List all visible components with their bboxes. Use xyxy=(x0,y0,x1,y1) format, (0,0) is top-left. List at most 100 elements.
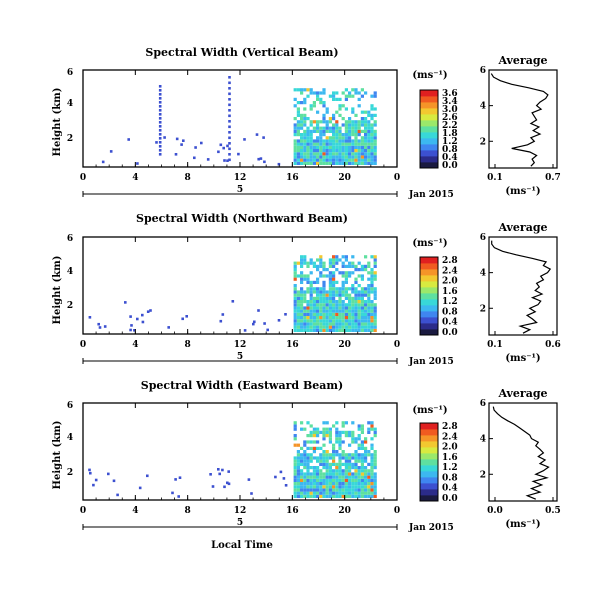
heatmap-cell xyxy=(370,123,374,127)
heatmap-cell xyxy=(360,316,364,320)
heatmap-cell xyxy=(367,264,371,268)
heatmap-cell xyxy=(338,136,342,140)
heatmap-cell xyxy=(322,472,326,476)
x-tick-label: 12 xyxy=(234,506,247,516)
heatmap-cell xyxy=(354,290,358,294)
heatmap-cell xyxy=(319,306,323,310)
colorbar-unit: (ms⁻¹) xyxy=(412,405,447,416)
heatmap-cell xyxy=(282,477,286,480)
heatmap-cell xyxy=(364,437,368,441)
heatmap-cell xyxy=(335,97,339,101)
heatmap-cell xyxy=(293,123,297,127)
x-tick-label: 0 xyxy=(80,340,86,350)
heatmap-cell xyxy=(296,328,300,332)
heatmap-cell xyxy=(348,120,352,124)
colorbar-swatch xyxy=(420,477,438,484)
heatmap-cell xyxy=(332,113,336,117)
heatmap-cell xyxy=(360,440,364,444)
heatmap-cell xyxy=(354,453,358,457)
heatmap-cell xyxy=(219,143,223,147)
heatmap-cell xyxy=(351,155,355,159)
panel-northward: Spectral Width (Northward Beam) 0 4 8 12 16 2… xyxy=(52,212,561,367)
heatmap-cell xyxy=(332,312,336,316)
heatmap-cell xyxy=(364,300,368,304)
heatmap-cell xyxy=(303,453,307,457)
heatmap-cell xyxy=(338,290,342,294)
colorbar-tick-label: 3.0 xyxy=(442,105,458,115)
heatmap-cell xyxy=(338,145,342,149)
heatmap-cell xyxy=(300,322,304,326)
heatmap-cell xyxy=(325,300,329,304)
heatmap-cell xyxy=(335,469,339,473)
heatmap-cell xyxy=(332,258,336,262)
heatmap-cell xyxy=(293,139,297,143)
heatmap-cell xyxy=(309,91,313,95)
heatmap-cell xyxy=(309,319,313,323)
colorbar-swatch xyxy=(420,126,438,133)
heatmap-cell xyxy=(341,271,345,275)
heatmap-cell xyxy=(332,149,336,153)
heatmap-cell xyxy=(354,478,358,482)
average-y-tick-label: 2 xyxy=(480,304,486,314)
heatmap-cell xyxy=(332,482,336,486)
x-tick-label: 0 xyxy=(394,173,400,183)
heatmap-cell xyxy=(360,466,364,470)
heatmap-cell xyxy=(357,123,361,127)
heatmap-cell xyxy=(306,94,310,98)
heatmap-cell xyxy=(193,156,196,160)
heatmap-cell xyxy=(351,456,355,460)
heatmap-cell xyxy=(338,437,342,441)
heatmap-cell xyxy=(322,309,326,313)
heatmap-cell xyxy=(328,306,332,310)
heatmap-cell xyxy=(354,462,358,466)
heatmap-cell xyxy=(367,319,371,323)
heatmap-cell xyxy=(316,287,320,291)
heatmap-cell xyxy=(351,303,355,307)
heatmap-cell xyxy=(300,446,304,450)
heatmap-cell xyxy=(325,296,329,300)
heatmap-cell xyxy=(338,485,342,489)
heatmap-cell xyxy=(293,459,297,463)
heatmap-cell xyxy=(354,322,358,326)
heatmap-cell xyxy=(312,434,316,438)
heatmap-cell xyxy=(351,149,355,153)
colorbar-swatch xyxy=(420,138,438,145)
heatmap-cell xyxy=(364,328,368,332)
heatmap-cell xyxy=(325,459,329,463)
heatmap-cell xyxy=(306,158,310,162)
heatmap-cell xyxy=(163,136,166,139)
heatmap-cell xyxy=(303,113,307,117)
heatmap-cell xyxy=(309,472,313,476)
heatmap-cell xyxy=(344,462,348,466)
heatmap-cell xyxy=(338,322,342,326)
heatmap-cell xyxy=(325,421,329,425)
heatmap-cell xyxy=(360,427,364,431)
heatmap-cell xyxy=(360,462,364,466)
heatmap-cell xyxy=(370,453,374,457)
heatmap-cell xyxy=(319,261,323,265)
heatmap-cell xyxy=(312,312,316,316)
heatmap-cell xyxy=(312,488,316,492)
heatmap-cell xyxy=(322,482,326,486)
heatmap-cell xyxy=(319,453,323,457)
heatmap-cell xyxy=(228,142,231,145)
heatmap-cell xyxy=(348,296,352,300)
heatmap-cell xyxy=(312,456,316,460)
heatmap-cell xyxy=(316,306,320,310)
heatmap-cell xyxy=(306,459,310,463)
heatmap-cell xyxy=(344,97,348,101)
heatmap-cell xyxy=(351,145,355,149)
heatmap-cell xyxy=(344,258,348,262)
heatmap-cell xyxy=(328,120,332,124)
y-tick-label: 2 xyxy=(67,468,73,478)
heatmap-cell xyxy=(243,138,246,141)
heatmap-cell xyxy=(360,424,364,428)
heatmap-cell xyxy=(367,142,371,146)
heatmap-cell xyxy=(338,491,342,495)
heatmap-cell xyxy=(312,139,316,143)
heatmap-cell xyxy=(364,485,368,489)
heatmap-cell xyxy=(319,101,323,105)
heatmap-cell xyxy=(296,475,300,479)
heatmap-cell xyxy=(344,277,348,281)
